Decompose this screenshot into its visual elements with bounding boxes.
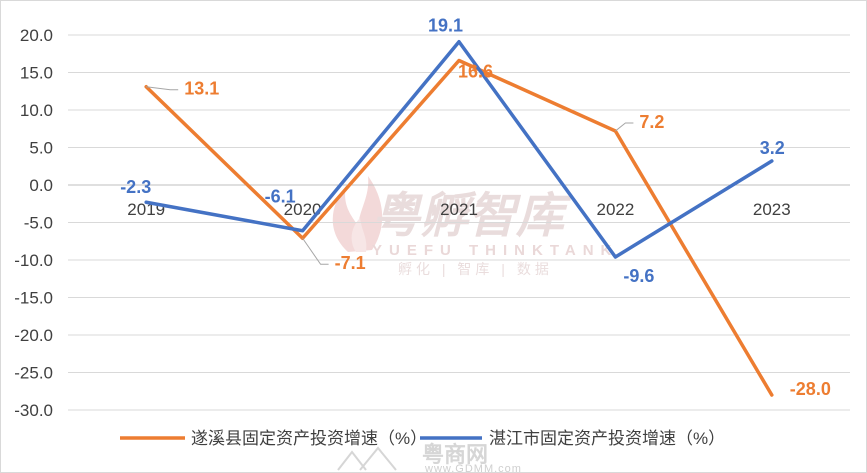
- label-leader-line: [615, 122, 634, 132]
- x-tick-label: 2021: [440, 200, 478, 219]
- y-tick-label: 15.0: [20, 64, 53, 83]
- data-point-series-1: [457, 59, 461, 62]
- data-label-series-1: 16.6: [458, 61, 493, 81]
- y-tick-label: 20.0: [20, 26, 53, 45]
- data-label-series-1: -7.1: [335, 253, 366, 273]
- data-label-series-1: -28.0: [790, 379, 831, 399]
- data-label-series-2: -2.3: [120, 177, 151, 197]
- data-label-series-2: -6.1: [265, 187, 296, 207]
- label-leader-line: [146, 86, 179, 91]
- data-point-series-2: [301, 229, 305, 233]
- y-tick-label: -20.0: [14, 326, 53, 345]
- data-label-series-2: -9.6: [623, 266, 654, 286]
- y-tick-label: -30.0: [14, 401, 53, 420]
- data-point-series-2: [770, 159, 774, 163]
- watermark-sub2-text: 孵化 | 智库 | 数据: [398, 261, 553, 277]
- data-label-series-2: 19.1: [428, 16, 463, 36]
- legend-label-series-1: 遂溪县固定资产投资增速（%）: [191, 429, 427, 448]
- data-label-series-1: 7.2: [639, 112, 664, 132]
- legend: 遂溪县固定资产投资增速（%） 湛江市固定资产投资增速（%）: [120, 429, 725, 448]
- label-leader-lines: [146, 86, 634, 265]
- data-point-series-2: [457, 40, 461, 44]
- y-tick-label: -10.0: [14, 251, 53, 270]
- data-point-series-2: [144, 200, 148, 204]
- watermark: 粤孵智库 YUEFU THINKTANK 孵化 | 智库 | 数据 粤商网 ww…: [332, 176, 618, 473]
- x-tick-label: 2022: [596, 200, 634, 219]
- watermark-main-text: 粤孵智库: [372, 190, 572, 243]
- y-tick-label: 0.0: [29, 176, 53, 195]
- legend-label-series-2: 湛江市固定资产投资增速（%）: [489, 429, 725, 448]
- gdmm-logo-icon: [337, 446, 397, 471]
- watermark-bottom-url: www.GDMM.com: [424, 463, 522, 473]
- y-tick-label: -15.0: [14, 289, 53, 308]
- y-axis-ticks: 20.0 15.0 10.0 5.0 0.0 -5.0 -10.0 -15.0 -20.0 -25…: [14, 26, 53, 420]
- label-leader-line: [302, 237, 329, 265]
- y-tick-label: 10.0: [20, 101, 53, 120]
- data-label-series-1: 13.1: [184, 79, 219, 99]
- x-tick-label: 2020: [284, 200, 322, 219]
- x-tick-label: 2023: [753, 200, 791, 219]
- data-point-series-1: [770, 393, 774, 397]
- watermark-sub-text: YUEFU THINKTANK: [372, 242, 618, 259]
- watermark-bottom-text: 粤商网: [422, 442, 488, 467]
- data-labels: 13.1 -7.1 16.6 7.2 -28.0 -2.3 -6.1 19.1 -9.6 3.2: [120, 16, 831, 399]
- y-tick-label: 5.0: [29, 139, 53, 158]
- y-tick-label: -5.0: [24, 214, 53, 233]
- data-point-series-2: [613, 255, 617, 259]
- y-tick-label: -25.0: [14, 364, 53, 383]
- gridlines: [68, 34, 850, 411]
- flame-logo-icon: [332, 176, 383, 252]
- data-label-series-2: 3.2: [760, 138, 785, 158]
